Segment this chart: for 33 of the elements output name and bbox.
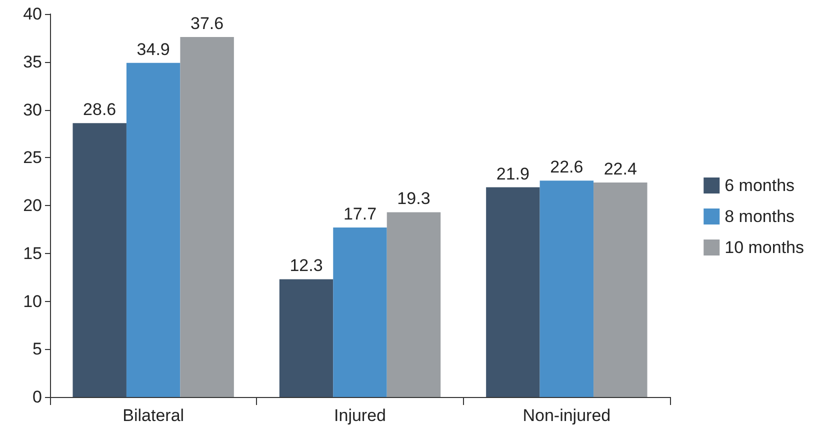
- bar: [180, 36, 234, 397]
- x-tick-label: Injured: [334, 406, 386, 425]
- bar: [72, 123, 126, 397]
- data-label: 28.6: [83, 100, 116, 120]
- y-tick-label: 20: [23, 196, 42, 215]
- y-tick-label: 40: [23, 4, 42, 24]
- bar: [333, 228, 387, 397]
- data-label: 19.3: [397, 189, 430, 208]
- y-tick-label: 15: [23, 244, 42, 263]
- legend-label: 10 months: [724, 238, 804, 257]
- data-label: 12.3: [290, 256, 323, 276]
- data-label: 22.6: [550, 158, 584, 177]
- y-tick-label: 35: [23, 52, 42, 72]
- data-label: 22.4: [604, 160, 637, 179]
- bar: [540, 180, 594, 397]
- data-label: 37.6: [190, 14, 224, 33]
- data-label: 34.9: [136, 40, 170, 59]
- y-tick-label: 30: [23, 100, 42, 120]
- data-label: 21.9: [496, 164, 530, 184]
- x-tick-label: Non-injured: [522, 406, 611, 425]
- bar: [386, 212, 441, 397]
- data-label: 17.7: [343, 204, 377, 224]
- x-tick-label: Bilateral: [122, 406, 184, 425]
- bar: [126, 62, 180, 397]
- bar: [486, 187, 540, 397]
- y-tick-label: 5: [32, 340, 42, 359]
- legend-label: 6 months: [724, 176, 795, 195]
- y-tick-label: 25: [23, 148, 42, 168]
- bar: [594, 182, 648, 397]
- y-tick-label: 10: [23, 292, 42, 311]
- bar: [279, 279, 334, 397]
- y-tick-label: 0: [32, 388, 42, 406]
- legend-label: 8 months: [724, 207, 795, 226]
